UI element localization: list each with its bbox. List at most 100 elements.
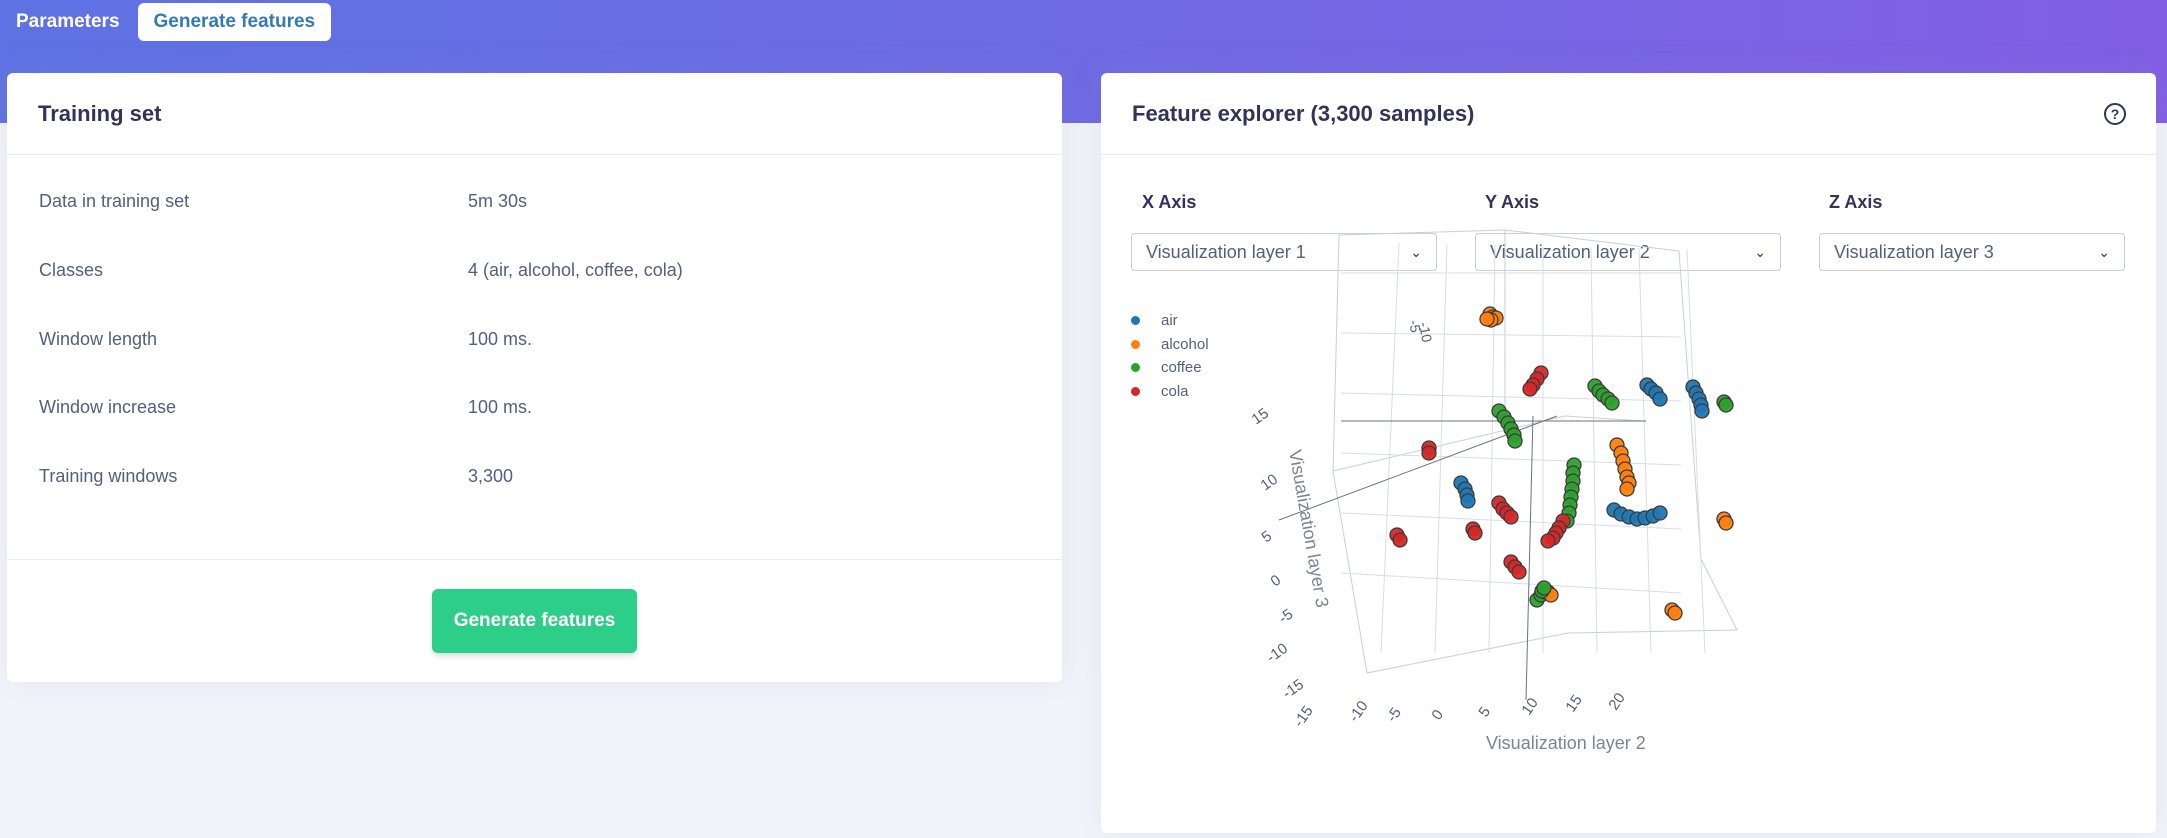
z-tick-label: 10: [1258, 471, 1281, 494]
legend-item-cola[interactable]: cola: [1131, 380, 1209, 404]
tab-parameters[interactable]: Parameters: [16, 11, 120, 32]
point-coffee: [1507, 433, 1523, 449]
point-cola: [1392, 532, 1408, 548]
legend-label: alcohol: [1161, 335, 1209, 353]
y-tick-label: -10: [1345, 698, 1371, 726]
y-tick-label: -15: [1290, 703, 1316, 731]
y-tick-label: 5: [1475, 704, 1494, 721]
row-value: 4 (air, alcohol, coffee, cola): [468, 260, 683, 280]
point-cola: [1421, 445, 1437, 461]
training-set-header: Training set: [7, 73, 1062, 155]
chevron-down-icon: ⌄: [2098, 244, 2110, 260]
grid-line: [1340, 572, 1682, 594]
grid-line: [1590, 246, 1598, 654]
feature-explorer-header: Feature explorer (3,300 samples): [1101, 73, 2156, 155]
axis-line: [1525, 415, 1534, 701]
divider: [7, 559, 1062, 560]
row-data-in-training-set: Data in training set 5m 30s: [39, 191, 1039, 212]
legend-dot: [1131, 316, 1140, 326]
chevron-down-icon: ⌄: [1410, 244, 1422, 260]
tab-generate-features[interactable]: Generate features: [137, 3, 332, 41]
point-alcohol: [1479, 311, 1495, 327]
point-air: [1460, 493, 1476, 509]
point-air: [1652, 391, 1668, 407]
y-axis-label: Y Axis: [1485, 192, 1540, 212]
legend-item-alcohol[interactable]: alcohol: [1131, 333, 1209, 357]
legend-label: coffee: [1161, 359, 1202, 377]
x-axis-label: X Axis: [1142, 192, 1197, 212]
generate-features-button[interactable]: Generate features: [432, 589, 637, 653]
row-value: 100 ms.: [468, 397, 533, 417]
feature-explorer-card: Feature explorer (3,300 samples) ? X Axi…: [1101, 73, 2156, 833]
x-axis-selected: Visualization layer 1: [1146, 242, 1306, 262]
z-tick-label: 15: [1249, 405, 1272, 428]
question-circle-icon[interactable]: ?: [2104, 103, 2126, 125]
point-cola: [1540, 533, 1556, 549]
grid-line: [1380, 242, 1400, 654]
row-training-windows: Training windows 3,300: [39, 466, 1039, 487]
point-alcohol: [1619, 481, 1635, 497]
y-axis-select[interactable]: Visualization layer 2 ⌄: [1475, 233, 1781, 271]
top-nav: Parameters Generate features: [0, 0, 332, 44]
row-value: 100 ms.: [468, 329, 533, 349]
x-axis-select[interactable]: Visualization layer 1 ⌄: [1131, 233, 1437, 271]
grid-line: [1686, 248, 1706, 654]
grid-line: [1564, 415, 1644, 422]
point-air: [1652, 505, 1668, 521]
x-tick-label: -5: [1406, 319, 1424, 334]
chart-legend: air alcohol coffee cola: [1131, 309, 1209, 403]
y-tick-label: -5: [1383, 705, 1405, 726]
point-cola: [1503, 509, 1519, 525]
grid-line: [1434, 243, 1448, 654]
grid-line: [1340, 392, 1682, 402]
grid-line: [1338, 229, 1506, 236]
legend-label: air: [1161, 312, 1178, 330]
point-alcohol: [1667, 605, 1683, 621]
y-tick-label: 20: [1605, 690, 1628, 713]
z-tick-label: -5: [1276, 606, 1297, 628]
training-set-title: Training set: [38, 100, 162, 126]
point-coffee: [1536, 580, 1552, 596]
grid-line: [1366, 632, 1569, 674]
grid-line: [1678, 250, 1702, 560]
z-tick-label: 5: [1259, 528, 1276, 547]
point-coffee: [1604, 395, 1620, 411]
row-key: Data in training set: [39, 191, 190, 211]
legend-dot: [1131, 386, 1140, 396]
legend-dot: [1131, 363, 1140, 373]
y-axis-title: Visualization layer 2: [1486, 733, 1646, 753]
y-tick-label: 10: [1518, 695, 1541, 718]
y-tick-label: 15: [1562, 692, 1585, 715]
point-cola: [1467, 525, 1483, 541]
point-alcohol: [1718, 515, 1734, 531]
grid-line: [1332, 234, 1340, 472]
row-window-increase: Window increase 100 ms.: [39, 397, 1039, 418]
legend-label: cola: [1161, 382, 1189, 400]
row-key: Window increase: [39, 397, 177, 417]
x-tick-label: -10: [1416, 321, 1435, 344]
point-coffee: [1718, 397, 1734, 413]
row-key: Classes: [39, 260, 104, 280]
row-value: 5m 30s: [468, 191, 528, 211]
z-tick-label: 0: [1268, 572, 1285, 591]
chevron-down-icon: ⌄: [1754, 244, 1766, 260]
grid-line: [1340, 332, 1682, 338]
grid-line: [1332, 415, 1566, 472]
row-window-length: Window length 100 ms.: [39, 329, 1039, 350]
row-value: 3,300: [468, 466, 514, 486]
training-set-card: Training set Data in training set 5m 30s…: [7, 73, 1062, 682]
legend-item-coffee[interactable]: coffee: [1131, 356, 1209, 380]
point-cola: [1511, 564, 1527, 580]
legend-item-air[interactable]: air: [1131, 309, 1209, 333]
grid-line: [1504, 229, 1680, 252]
z-axis-title: Visualization layer 3: [1285, 448, 1332, 609]
row-classes: Classes 4 (air, alcohol, coffee, cola): [39, 260, 1039, 281]
grid-line: [1638, 247, 1652, 654]
point-air: [1694, 403, 1710, 419]
z-tick-label: -10: [1264, 640, 1292, 666]
z-tick-label: -15: [1280, 676, 1308, 702]
z-axis-select[interactable]: Visualization layer 3 ⌄: [1819, 233, 2125, 271]
row-key: Window length: [39, 329, 158, 349]
point-cola: [1522, 381, 1538, 397]
